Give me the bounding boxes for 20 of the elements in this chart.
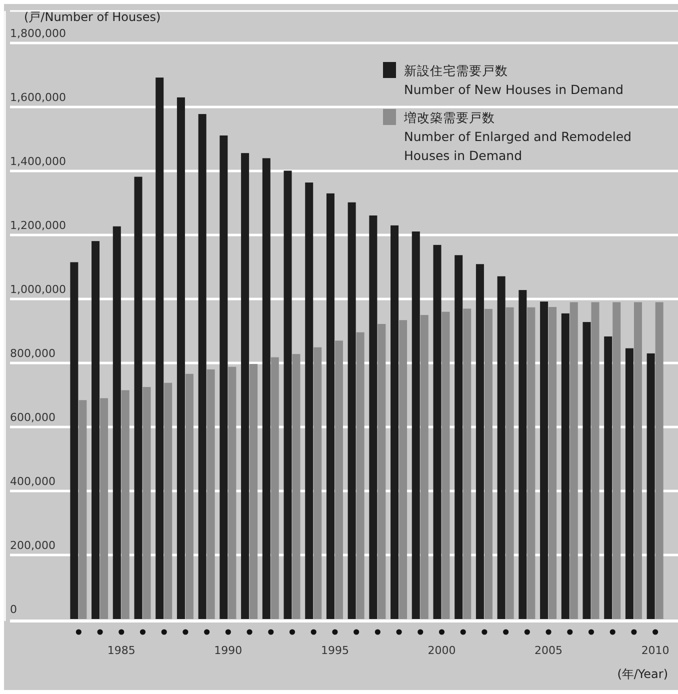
y-tick-label: 1,600,000 [10, 91, 66, 104]
x-tick-label: 2010 [641, 644, 670, 657]
y-axis-title: (戸/Number of Houses) [24, 10, 161, 24]
legend-label: 新設住宅需要戸数 Number of New Houses in Demand [404, 63, 624, 97]
y-tick-label: 1,800,000 [10, 27, 66, 40]
x-tick-label: 2000 [428, 644, 456, 657]
x-tick-label: 1995 [320, 644, 349, 657]
x-axis-title: (年/Year) [617, 667, 668, 681]
y-tick-label: 1,200,000 [10, 219, 66, 232]
y-tick-label: 200,000 [10, 539, 56, 552]
y-tick-label: 600,000 [10, 411, 56, 424]
x-tick-label: 1990 [214, 644, 242, 657]
x-tick-label: 2005 [534, 644, 563, 657]
y-tick-label: 1,000,000 [10, 283, 66, 296]
x-tick-label: 1985 [107, 644, 136, 657]
legend-label: 増改築需要戸数 Number of Enlarged and Remodeled Houses in Demand [403, 110, 632, 163]
y-tick-label: 1,400,000 [10, 155, 66, 168]
y-tick-label: 0 [10, 603, 17, 616]
y-tick-label: 400,000 [10, 475, 56, 488]
y-tick-label: 800,000 [10, 347, 56, 360]
